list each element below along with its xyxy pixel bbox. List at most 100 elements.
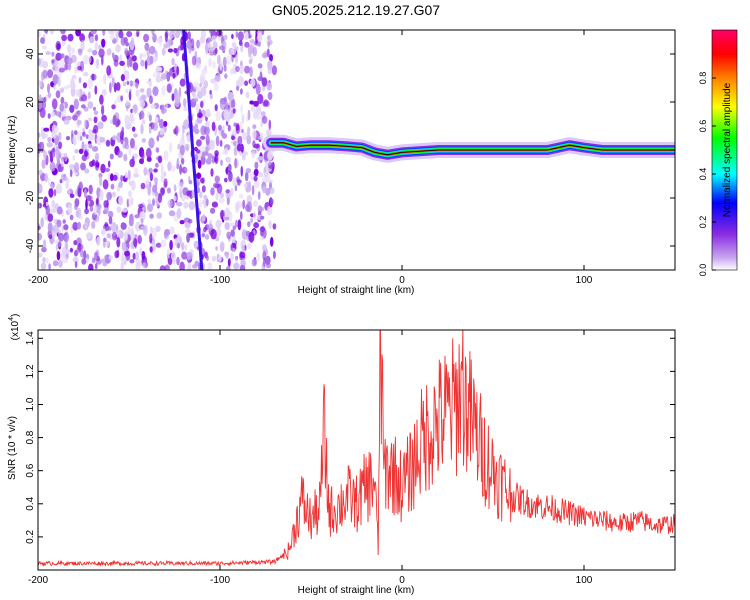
noise-blob — [159, 128, 165, 136]
noise-blob — [239, 65, 245, 75]
noise-blob — [118, 195, 124, 206]
noise-blob — [101, 104, 105, 116]
noise-blob — [176, 201, 183, 207]
noise-blob — [230, 252, 234, 261]
noise-blob — [41, 159, 46, 169]
noise-blob — [55, 202, 59, 210]
noise-blob — [230, 187, 234, 197]
noise-blob — [247, 109, 251, 121]
noise-blob — [241, 131, 248, 140]
noise-blob — [80, 39, 85, 51]
noise-blob — [209, 139, 216, 151]
noise-blob — [209, 93, 213, 100]
noise-blob — [47, 92, 52, 98]
noise-blob — [205, 134, 210, 146]
noise-blob — [219, 139, 223, 147]
noise-blob — [265, 187, 271, 196]
noise-blob — [252, 200, 258, 207]
noise-blob — [240, 104, 243, 114]
noise-blob — [139, 247, 143, 256]
noise-blob — [102, 209, 107, 215]
noise-blob — [211, 201, 218, 208]
noise-blob — [103, 73, 107, 85]
noise-blob — [54, 61, 61, 71]
noise-blob — [39, 94, 42, 101]
noise-blob — [205, 158, 212, 165]
noise-blob — [73, 240, 78, 246]
noise-blob — [47, 83, 50, 94]
noise-blob — [159, 118, 164, 129]
noise-blob — [209, 30, 215, 35]
noise-blob — [43, 96, 47, 103]
noise-blob — [204, 234, 210, 240]
noise-blob — [118, 181, 123, 189]
noise-blob — [197, 91, 203, 99]
noise-blob — [139, 110, 145, 120]
heatmap-ylabel: Frequency (Hz) — [7, 116, 18, 185]
noise-blob — [160, 164, 164, 175]
noise-blob — [149, 45, 156, 55]
noise-blob — [74, 198, 80, 207]
noise-blob — [126, 57, 130, 68]
noise-blob — [153, 177, 159, 183]
snr-line — [38, 330, 675, 567]
noise-blob — [132, 252, 136, 260]
noise-blob — [115, 44, 121, 53]
noise-blob — [156, 212, 163, 219]
noise-blob — [105, 240, 109, 247]
noise-blob — [226, 197, 230, 206]
noise-blob — [135, 221, 141, 232]
noise-blob — [75, 30, 81, 37]
noise-blob — [48, 188, 54, 198]
noise-blob — [225, 189, 230, 194]
noise-blob — [149, 233, 153, 244]
snr-xtick-label: 100 — [576, 575, 593, 586]
noise-blob — [123, 64, 126, 75]
noise-blob — [236, 200, 243, 209]
noise-blob — [134, 167, 139, 175]
noise-blob — [231, 235, 236, 243]
noise-blob — [253, 175, 258, 182]
noise-blob — [233, 146, 238, 156]
noise-blob — [120, 262, 124, 270]
noise-blob — [81, 94, 88, 102]
noise-blob — [200, 135, 206, 140]
noise-blob — [209, 90, 212, 95]
noise-blob — [220, 159, 223, 166]
noise-blob — [58, 67, 66, 73]
noise-blob — [160, 187, 165, 196]
noise-blob — [212, 41, 218, 50]
noise-blob — [231, 98, 236, 110]
noise-blob — [152, 198, 155, 207]
noise-blob — [218, 124, 222, 131]
noise-blob — [255, 83, 261, 95]
noise-blob — [41, 101, 47, 109]
noise-blob — [267, 68, 272, 75]
noise-blob — [152, 243, 157, 251]
noise-blob — [151, 122, 159, 131]
noise-blob — [60, 58, 65, 69]
noise-blob — [40, 71, 45, 81]
noise-blob — [253, 180, 260, 189]
noise-blob — [81, 104, 86, 109]
noise-blob — [73, 98, 79, 110]
noise-blob — [119, 54, 123, 63]
snr-panel: -200 -100 0 100 0.2 0.4 0.6 0.8 1.0 1.2 1.4 Height… — [7, 314, 676, 596]
noise-blob — [101, 228, 106, 235]
noise-blob — [252, 140, 256, 149]
noise-blob — [235, 124, 240, 134]
noise-blob — [51, 148, 55, 153]
noise-blob — [106, 191, 112, 201]
noise-blob — [148, 167, 153, 174]
noise-blob — [121, 241, 127, 252]
noise-blob — [132, 62, 139, 71]
noise-blob — [195, 63, 201, 70]
noise-blob — [180, 194, 186, 202]
noise-blob — [155, 147, 160, 153]
noise-blob — [55, 52, 62, 61]
noise-blob — [216, 30, 223, 37]
noise-blob — [198, 199, 203, 207]
colorbar: 0.0 0.2 0.4 0.6 0.8 Normalized spectral ampl… — [698, 29, 738, 276]
noise-blob — [197, 112, 203, 118]
